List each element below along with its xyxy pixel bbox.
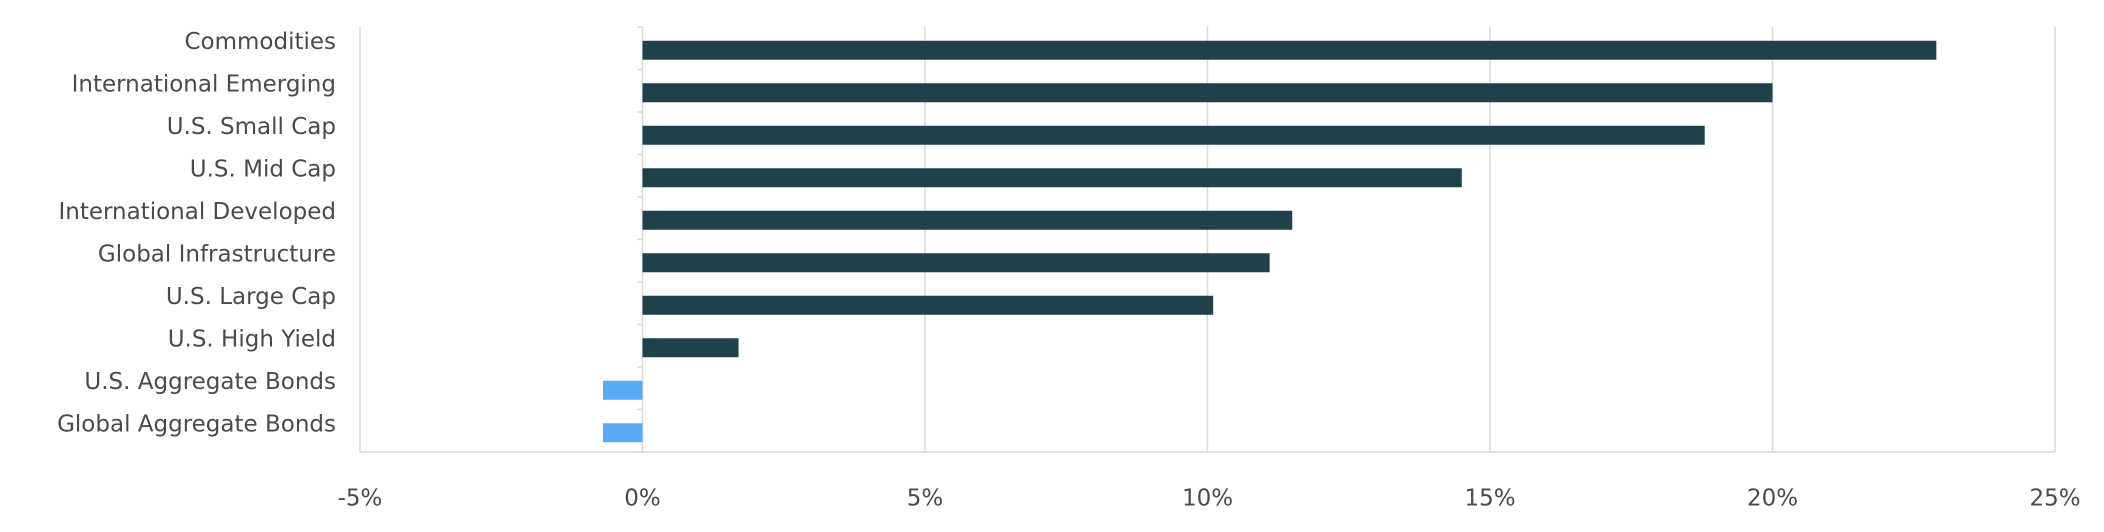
x-tick-label: -5% [338,486,383,512]
bar [642,83,1773,103]
x-tick-label: 5% [907,486,944,512]
y-tick-label: U.S. Small Cap [167,114,336,140]
bar [642,295,1214,315]
y-tick-label: U.S. Aggregate Bonds [84,369,336,395]
bar [602,380,643,400]
bar [642,168,1462,188]
bar [642,40,1937,60]
bar [642,253,1270,273]
y-tick-label: International Developed [58,199,336,225]
x-tick-label: 15% [1464,486,1515,512]
y-tick-label: U.S. Mid Cap [190,156,336,182]
y-tick-label: U.S. Large Cap [166,284,336,310]
x-tick-label: 0% [624,486,661,512]
y-tick-label: Global Infrastructure [98,241,336,267]
y-tick-label: International Emerging [72,71,336,97]
bar [642,338,739,358]
y-tick-label: Commodities [184,29,336,55]
y-tick-label: Global Aggregate Bonds [57,411,336,437]
x-tick-label: 10% [1182,486,1233,512]
bar [602,423,643,443]
y-tick-label: U.S. High Yield [168,326,336,352]
x-tick-label: 25% [2029,486,2080,512]
bar [642,210,1293,230]
x-tick-label: 20% [1747,486,1798,512]
bar [642,125,1705,145]
